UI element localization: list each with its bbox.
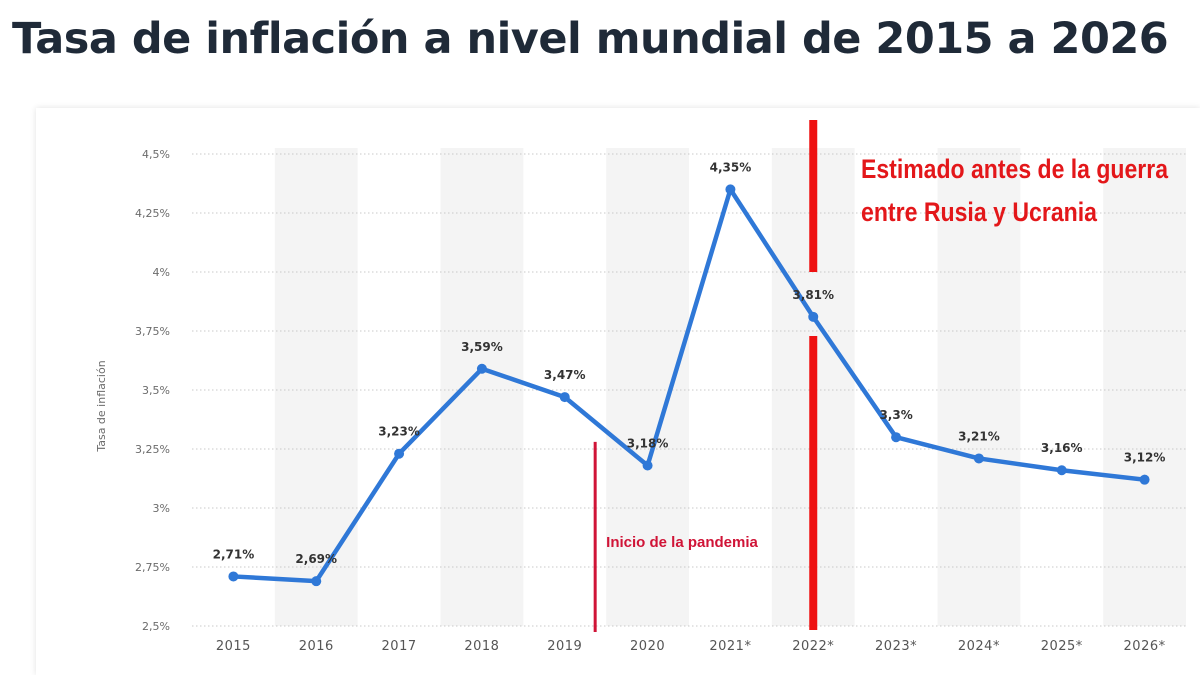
column-band bbox=[440, 148, 524, 626]
y-tick-label: 3,5% bbox=[142, 384, 170, 397]
data-point bbox=[311, 576, 322, 587]
y-tick-label: 3% bbox=[153, 502, 170, 515]
data-point bbox=[559, 392, 570, 403]
war-annotation-line-2: entre Rusia y Ucrania bbox=[861, 197, 1098, 227]
data-point bbox=[808, 311, 819, 322]
x-tick-label: 2017 bbox=[382, 639, 417, 654]
data-point bbox=[642, 460, 653, 471]
x-tick-label: 2018 bbox=[464, 639, 499, 654]
y-tick-label: 2,5% bbox=[142, 620, 170, 633]
column-band bbox=[606, 148, 689, 626]
column-band bbox=[937, 148, 1021, 626]
x-tick-label: 2023* bbox=[875, 639, 917, 654]
series-line-layer bbox=[231, 187, 1147, 584]
data-point bbox=[891, 432, 902, 443]
y-tick-label: 3,75% bbox=[135, 325, 170, 338]
x-tick-label: 2016 bbox=[299, 639, 334, 654]
data-label: 2,71% bbox=[213, 547, 255, 561]
x-tick-label: 2026* bbox=[1124, 639, 1166, 654]
data-point bbox=[394, 448, 405, 459]
data-label: 3,23% bbox=[378, 425, 420, 439]
y-tick-label: 3,25% bbox=[135, 443, 170, 456]
y-tick-label: 4,25% bbox=[135, 207, 170, 220]
page-title: Tasa de inflación a nivel mundial de 201… bbox=[12, 14, 1169, 64]
war-annotation-line-1: Estimado antes de la guerra bbox=[861, 154, 1169, 184]
data-label: 2,69% bbox=[295, 552, 337, 566]
data-point bbox=[476, 363, 487, 374]
y-tick-label: 2,75% bbox=[135, 561, 170, 574]
x-tick-label: 2024* bbox=[958, 639, 1000, 654]
series-line bbox=[231, 187, 1147, 584]
chart-card: 2,5% 2,75% 3% 3,25% 3,5% 3,75% 4% 4,25% 4,5% 201… bbox=[36, 108, 1200, 675]
data-label: 3,59% bbox=[461, 340, 503, 354]
x-tick-label: 2020 bbox=[630, 639, 665, 654]
x-tick-labels: 2015 2016 2017 2018 2019 2020 2021* 2022* 2023* 2… bbox=[216, 639, 1166, 654]
data-points bbox=[228, 184, 1150, 587]
data-label: 3,81% bbox=[792, 288, 834, 302]
data-point bbox=[1139, 474, 1150, 485]
column-band bbox=[274, 148, 358, 626]
data-label: 3,21% bbox=[958, 429, 1000, 443]
data-label: 3,12% bbox=[1124, 451, 1166, 465]
y-tick-label: 4% bbox=[153, 266, 170, 279]
data-point bbox=[228, 571, 239, 582]
y-tick-label: 4,5% bbox=[142, 148, 170, 161]
pandemic-annotation: Inicio de la pandemia bbox=[606, 534, 758, 551]
data-label: 3,3% bbox=[879, 408, 912, 422]
data-labels: 2,71% 2,69% 3,23% 3,59% 3,47% 3,18% 4,35% 3,81%… bbox=[213, 160, 1166, 566]
column-band bbox=[1103, 148, 1186, 626]
x-tick-label: 2015 bbox=[216, 639, 251, 654]
line-chart: 2,5% 2,75% 3% 3,25% 3,5% 3,75% 4% 4,25% 4,5% 201… bbox=[95, 120, 1186, 654]
x-tick-label: 2021* bbox=[709, 639, 751, 654]
data-point bbox=[1056, 465, 1067, 476]
x-tick-label: 2025* bbox=[1041, 639, 1083, 654]
data-label: 3,18% bbox=[627, 437, 669, 451]
data-point bbox=[973, 453, 984, 464]
y-tick-labels: 2,5% 2,75% 3% 3,25% 3,5% 3,75% 4% 4,25% 4,5% bbox=[135, 148, 170, 633]
y-axis-title: Tasa de inflación bbox=[95, 360, 108, 452]
annotations: Inicio de la pandemia Estimado antes de … bbox=[593, 120, 1169, 632]
data-label: 3,47% bbox=[544, 368, 586, 382]
data-label: 4,35% bbox=[710, 160, 752, 174]
data-label: 3,16% bbox=[1041, 441, 1083, 455]
x-tick-label: 2019 bbox=[547, 639, 582, 654]
x-tick-label: 2022* bbox=[792, 639, 834, 654]
data-point bbox=[725, 184, 736, 195]
